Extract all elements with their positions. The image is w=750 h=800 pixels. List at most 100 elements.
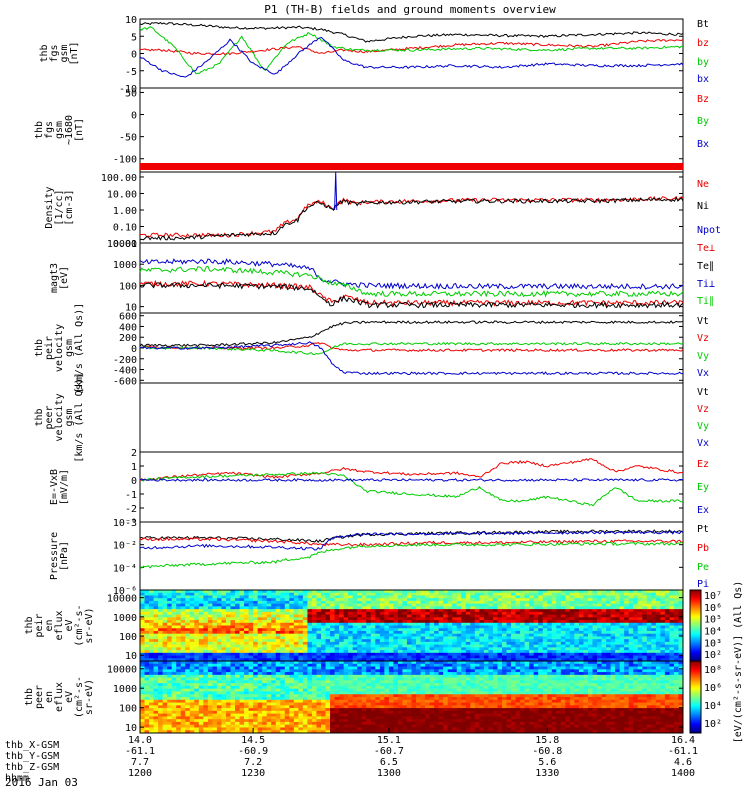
heatmap-cell — [280, 652, 286, 656]
heatmap-cell — [216, 658, 222, 662]
heatmap-cell — [461, 592, 467, 596]
heatmap-cell — [388, 669, 394, 673]
heatmap-cell — [560, 652, 566, 656]
heatmap-cell — [316, 614, 322, 618]
heatmap-cell — [664, 620, 670, 624]
heatmap-cell — [348, 620, 354, 624]
heatmap-cell — [330, 650, 335, 654]
heatmap-cell — [628, 628, 634, 632]
heatmap-cell — [533, 590, 539, 594]
heatmap-cell — [176, 680, 182, 684]
heatmap-cell — [307, 614, 313, 618]
heatmap-cell — [316, 611, 322, 615]
heatmap-cell — [560, 628, 566, 632]
heatmap-cell — [262, 614, 268, 618]
heatmap-cell — [216, 699, 222, 703]
heatmap-cell — [624, 590, 630, 594]
heatmap-cell — [244, 620, 249, 624]
heatmap-cell — [397, 620, 403, 624]
heatmap-cell — [646, 611, 652, 615]
heatmap-cell — [293, 685, 299, 690]
heatmap-cell — [520, 628, 526, 632]
heatmap-cell — [253, 647, 259, 651]
y-label-line: [1/cc] — [54, 189, 65, 225]
heatmap-cell — [271, 683, 277, 687]
heatmap-cell — [153, 708, 159, 712]
heatmap-cell — [198, 699, 204, 703]
heatmap-cell — [198, 628, 204, 632]
heatmap-cell — [628, 614, 634, 618]
heatmap-cell — [235, 721, 240, 726]
heatmap-cell — [239, 639, 245, 643]
heatmap-cell — [307, 639, 313, 643]
heatmap-cell — [443, 636, 449, 640]
heatmap-cell — [321, 724, 326, 728]
heatmap-cell — [619, 592, 625, 596]
heatmap-cell — [366, 644, 372, 648]
panel-frame — [139, 382, 684, 453]
heatmap-cell — [420, 600, 426, 605]
legend-Te⊥: Te⊥ — [697, 243, 715, 254]
heatmap-cell — [271, 633, 277, 637]
heatmap-cell — [140, 661, 145, 665]
heatmap-cell — [167, 655, 173, 659]
heatmap-cell — [248, 666, 254, 670]
heatmap-cell — [574, 625, 580, 629]
heatmap-cell — [284, 691, 290, 695]
heatmap-cell — [334, 713, 340, 717]
heatmap-cell — [348, 650, 354, 654]
heatmap-cell — [153, 699, 159, 703]
heatmap-cell — [339, 685, 345, 690]
heatmap-cell — [511, 617, 516, 621]
heatmap-cell — [203, 677, 209, 681]
heatmap-cell — [637, 630, 643, 635]
heatmap-cell — [162, 603, 168, 607]
heatmap-cell — [216, 652, 222, 656]
heatmap-cell — [660, 598, 666, 602]
heatmap-cell — [524, 611, 530, 615]
heatmap-cell — [189, 688, 195, 692]
heatmap-cell — [425, 666, 431, 670]
heatmap-cell — [601, 595, 607, 599]
heatmap-cell — [343, 708, 349, 712]
legend-Ey: Ey — [697, 482, 709, 493]
heatmap-cell — [483, 650, 489, 654]
heatmap-cell — [176, 713, 182, 717]
heatmap-cell — [361, 606, 367, 610]
heatmap-cell — [239, 600, 245, 605]
heatmap-cell — [615, 622, 621, 626]
heatmap-cell — [542, 639, 548, 643]
heatmap-cell — [185, 713, 191, 717]
heatmap-cell — [284, 620, 290, 624]
heatmap-cell — [538, 614, 544, 618]
heatmap-cell — [167, 658, 173, 662]
heatmap-cell — [497, 628, 503, 632]
heatmap-cell — [397, 641, 403, 646]
heatmap-cell — [388, 683, 394, 687]
heatmap-cell — [397, 644, 403, 648]
legend-Pe: Pe — [697, 562, 709, 573]
heatmap-cell — [271, 639, 277, 643]
heatmap-cell — [628, 630, 634, 635]
heatmap-cell — [257, 669, 263, 673]
heatmap-cell — [388, 611, 394, 615]
heatmap-cell — [511, 647, 516, 651]
y-label-line: peer — [34, 685, 45, 709]
heatmap-cell — [651, 603, 657, 607]
heatmap-cell — [465, 652, 471, 656]
heatmap-cell — [560, 598, 566, 602]
heatmap-cell — [633, 633, 639, 637]
heatmap-cell — [239, 683, 245, 687]
heatmap-cell — [529, 620, 535, 624]
heatmap-cell — [434, 655, 440, 659]
heatmap-cell — [420, 685, 426, 690]
heatmap-cell — [207, 724, 213, 728]
y-label-line: (cm²-s- — [74, 676, 85, 718]
heatmap-cell — [569, 590, 575, 594]
heatmap-cell — [216, 683, 222, 687]
y-tick-label: 400 — [119, 322, 137, 333]
heatmap-cell — [366, 727, 372, 731]
heatmap-cell — [429, 655, 435, 659]
heatmap-cell — [370, 625, 376, 629]
heatmap-cell — [479, 606, 485, 610]
